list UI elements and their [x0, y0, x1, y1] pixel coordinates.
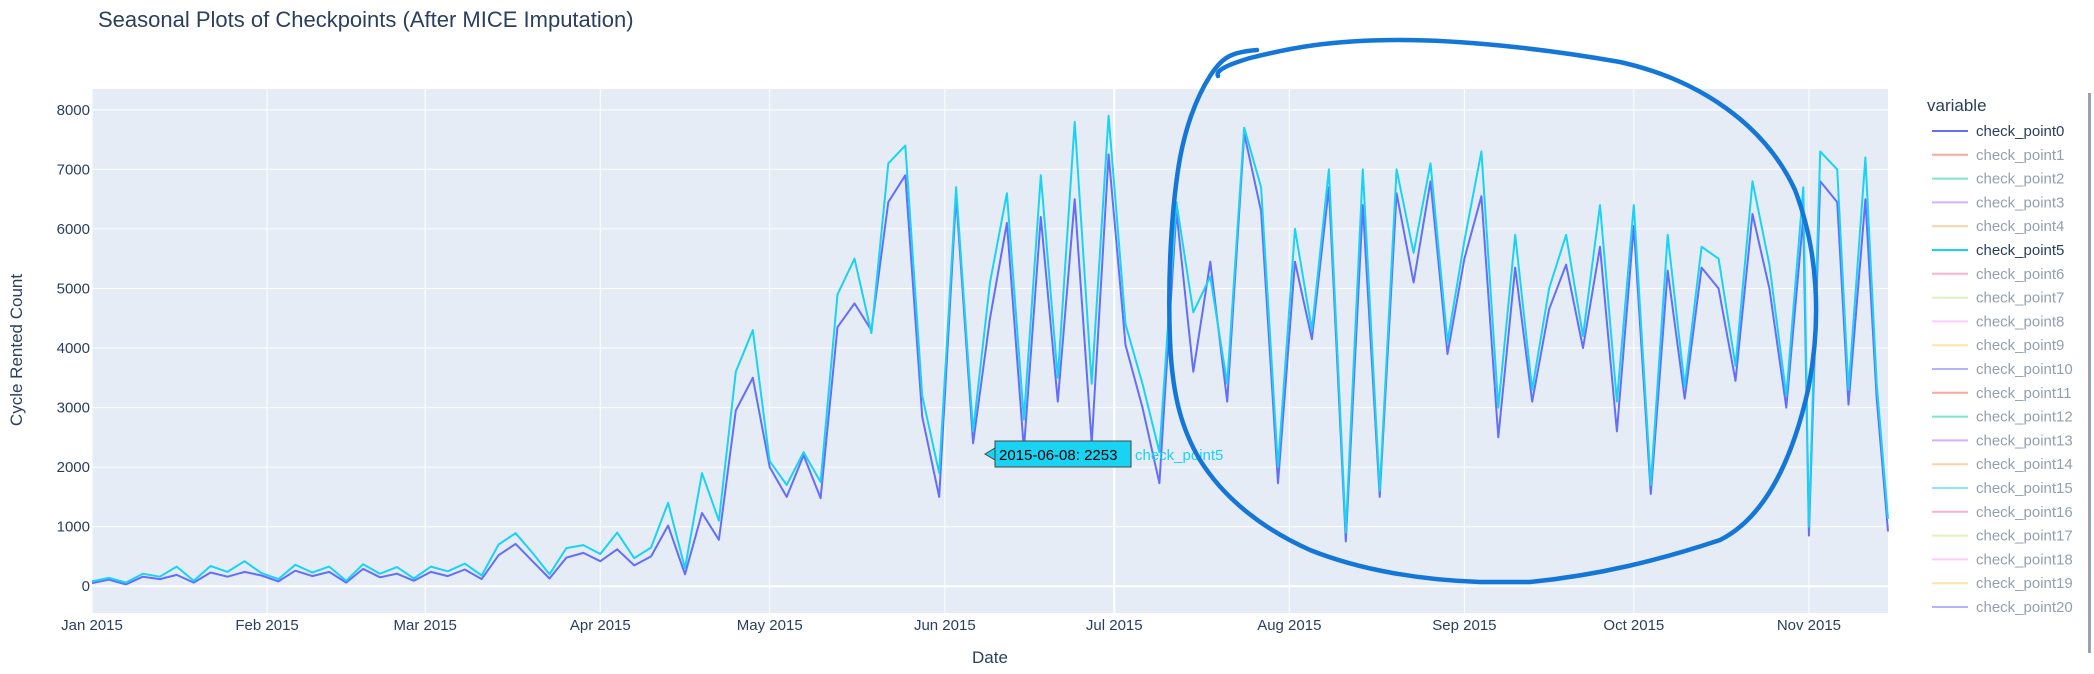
legend-label: check_point2 — [1976, 171, 2064, 188]
y-tick-label: 5000 — [57, 280, 90, 297]
x-tick-label: Feb 2015 — [235, 617, 298, 634]
legend-label: check_point11 — [1976, 385, 2072, 402]
x-tick-label: Aug 2015 — [1257, 617, 1321, 634]
tooltip-box — [994, 440, 1132, 468]
legend-label: check_point17 — [1976, 528, 2073, 545]
legend-item-check-point20[interactable]: check_point20 — [1932, 599, 2073, 616]
y-tick-label: 6000 — [57, 221, 90, 238]
legend-label: check_point0 — [1976, 123, 2064, 140]
legend-item-check-point16[interactable]: check_point16 — [1932, 504, 2073, 521]
x-tick-label: May 2015 — [737, 617, 803, 634]
legend-label: check_point15 — [1976, 480, 2073, 497]
legend-item-check-point19[interactable]: check_point19 — [1932, 575, 2073, 592]
legend-item-check-point7[interactable]: check_point7 — [1932, 290, 2064, 307]
legend-item-check-point17[interactable]: check_point17 — [1932, 528, 2073, 545]
x-tick-label: Apr 2015 — [570, 617, 631, 634]
y-tick-label: 2000 — [57, 459, 90, 476]
plot-area[interactable] — [92, 89, 1888, 613]
x-tick-label: Jan 2015 — [61, 617, 123, 634]
legend-label: check_point3 — [1976, 194, 2064, 211]
y-tick-label: 7000 — [57, 161, 90, 178]
y-tick-labels: 0 1000 2000 3000 4000 5000 6000 7000 8000 — [57, 102, 90, 595]
x-tick-label: Mar 2015 — [394, 617, 457, 634]
legend-label: check_point9 — [1976, 337, 2064, 354]
legend-label: check_point8 — [1976, 313, 2064, 330]
series-lines — [91, 114, 1889, 586]
y-tick-label: 1000 — [57, 519, 90, 536]
x-tick-label: Jul 2015 — [1086, 617, 1143, 634]
x-tick-label: Jun 2015 — [914, 617, 976, 634]
legend-label: check_point16 — [1976, 504, 2073, 521]
legend-label: check_point13 — [1976, 432, 2073, 449]
legend-item-check-point11[interactable]: check_point11 — [1932, 385, 2072, 402]
legend-item-check-point0[interactable]: check_point0 — [1932, 123, 2064, 140]
legend-item-check-point12[interactable]: check_point12 — [1932, 409, 2073, 426]
legend-item-check-point1[interactable]: check_point1 — [1932, 147, 2064, 164]
x-tick-label: Sep 2015 — [1432, 617, 1496, 634]
legend-label: check_point19 — [1976, 575, 2073, 592]
legend-label: check_point5 — [1976, 242, 2064, 259]
legend-label: check_point7 — [1976, 290, 2064, 307]
legend: variable check_point0 check_point1 check_p… — [1927, 96, 2073, 616]
legend-label: check_point20 — [1976, 599, 2073, 616]
legend-item-check-point5[interactable]: check_point5 — [1932, 242, 2064, 259]
legend-item-check-point8[interactable]: check_point8 — [1932, 313, 2064, 330]
legend-item-check-point13[interactable]: check_point13 — [1932, 432, 2073, 449]
x-tick-label: Oct 2015 — [1603, 617, 1664, 634]
tooltip-value: 2015-06-08: 2253 — [999, 447, 1117, 464]
chart-title: Seasonal Plots of Checkpoints (After MIC… — [98, 7, 634, 32]
y-tick-label: 8000 — [57, 102, 90, 119]
legend-item-check-point3[interactable]: check_point3 — [1932, 194, 2064, 211]
legend-label: check_point10 — [1976, 361, 2073, 378]
tooltip-series-name: check_point5 — [1135, 447, 1223, 464]
legend-scrollbar[interactable] — [2088, 93, 2091, 653]
y-tick-label: 4000 — [57, 340, 90, 357]
legend-item-check-point9[interactable]: check_point9 — [1932, 337, 2064, 354]
legend-item-check-point18[interactable]: check_point18 — [1932, 551, 2073, 568]
x-axis-label: Date — [972, 648, 1008, 667]
y-tick-label: 3000 — [57, 400, 90, 417]
legend-item-check-point4[interactable]: check_point4 — [1932, 218, 2064, 235]
legend-item-check-point2[interactable]: check_point2 — [1932, 171, 2064, 188]
legend-title: variable — [1927, 96, 1987, 115]
legend-item-check-point15[interactable]: check_point15 — [1932, 480, 2073, 497]
x-tick-labels: Jan 2015 Feb 2015 Mar 2015 Apr 2015 May 2015… — [61, 617, 1841, 634]
legend-item-check-point6[interactable]: check_point6 — [1932, 266, 2064, 283]
legend-item-check-point10[interactable]: check_point10 — [1932, 361, 2073, 378]
series-line-check-point5[interactable] — [91, 114, 1889, 584]
annotation-circle — [1167, 37, 1819, 585]
legend-label: check_point12 — [1976, 409, 2073, 426]
legend-label: check_point14 — [1976, 456, 2073, 473]
legend-label: check_point6 — [1976, 266, 2064, 283]
series-line-check-point0[interactable] — [91, 132, 1889, 586]
x-tick-label: Nov 2015 — [1777, 617, 1841, 634]
legend-label: check_point1 — [1976, 147, 2064, 164]
y-tick-label: 0 — [82, 578, 90, 595]
y-axis-label: Cycle Rented Count — [7, 274, 26, 426]
legend-label: check_point18 — [1976, 551, 2073, 568]
legend-label: check_point4 — [1976, 218, 2064, 235]
legend-item-check-point14[interactable]: check_point14 — [1932, 456, 2073, 473]
